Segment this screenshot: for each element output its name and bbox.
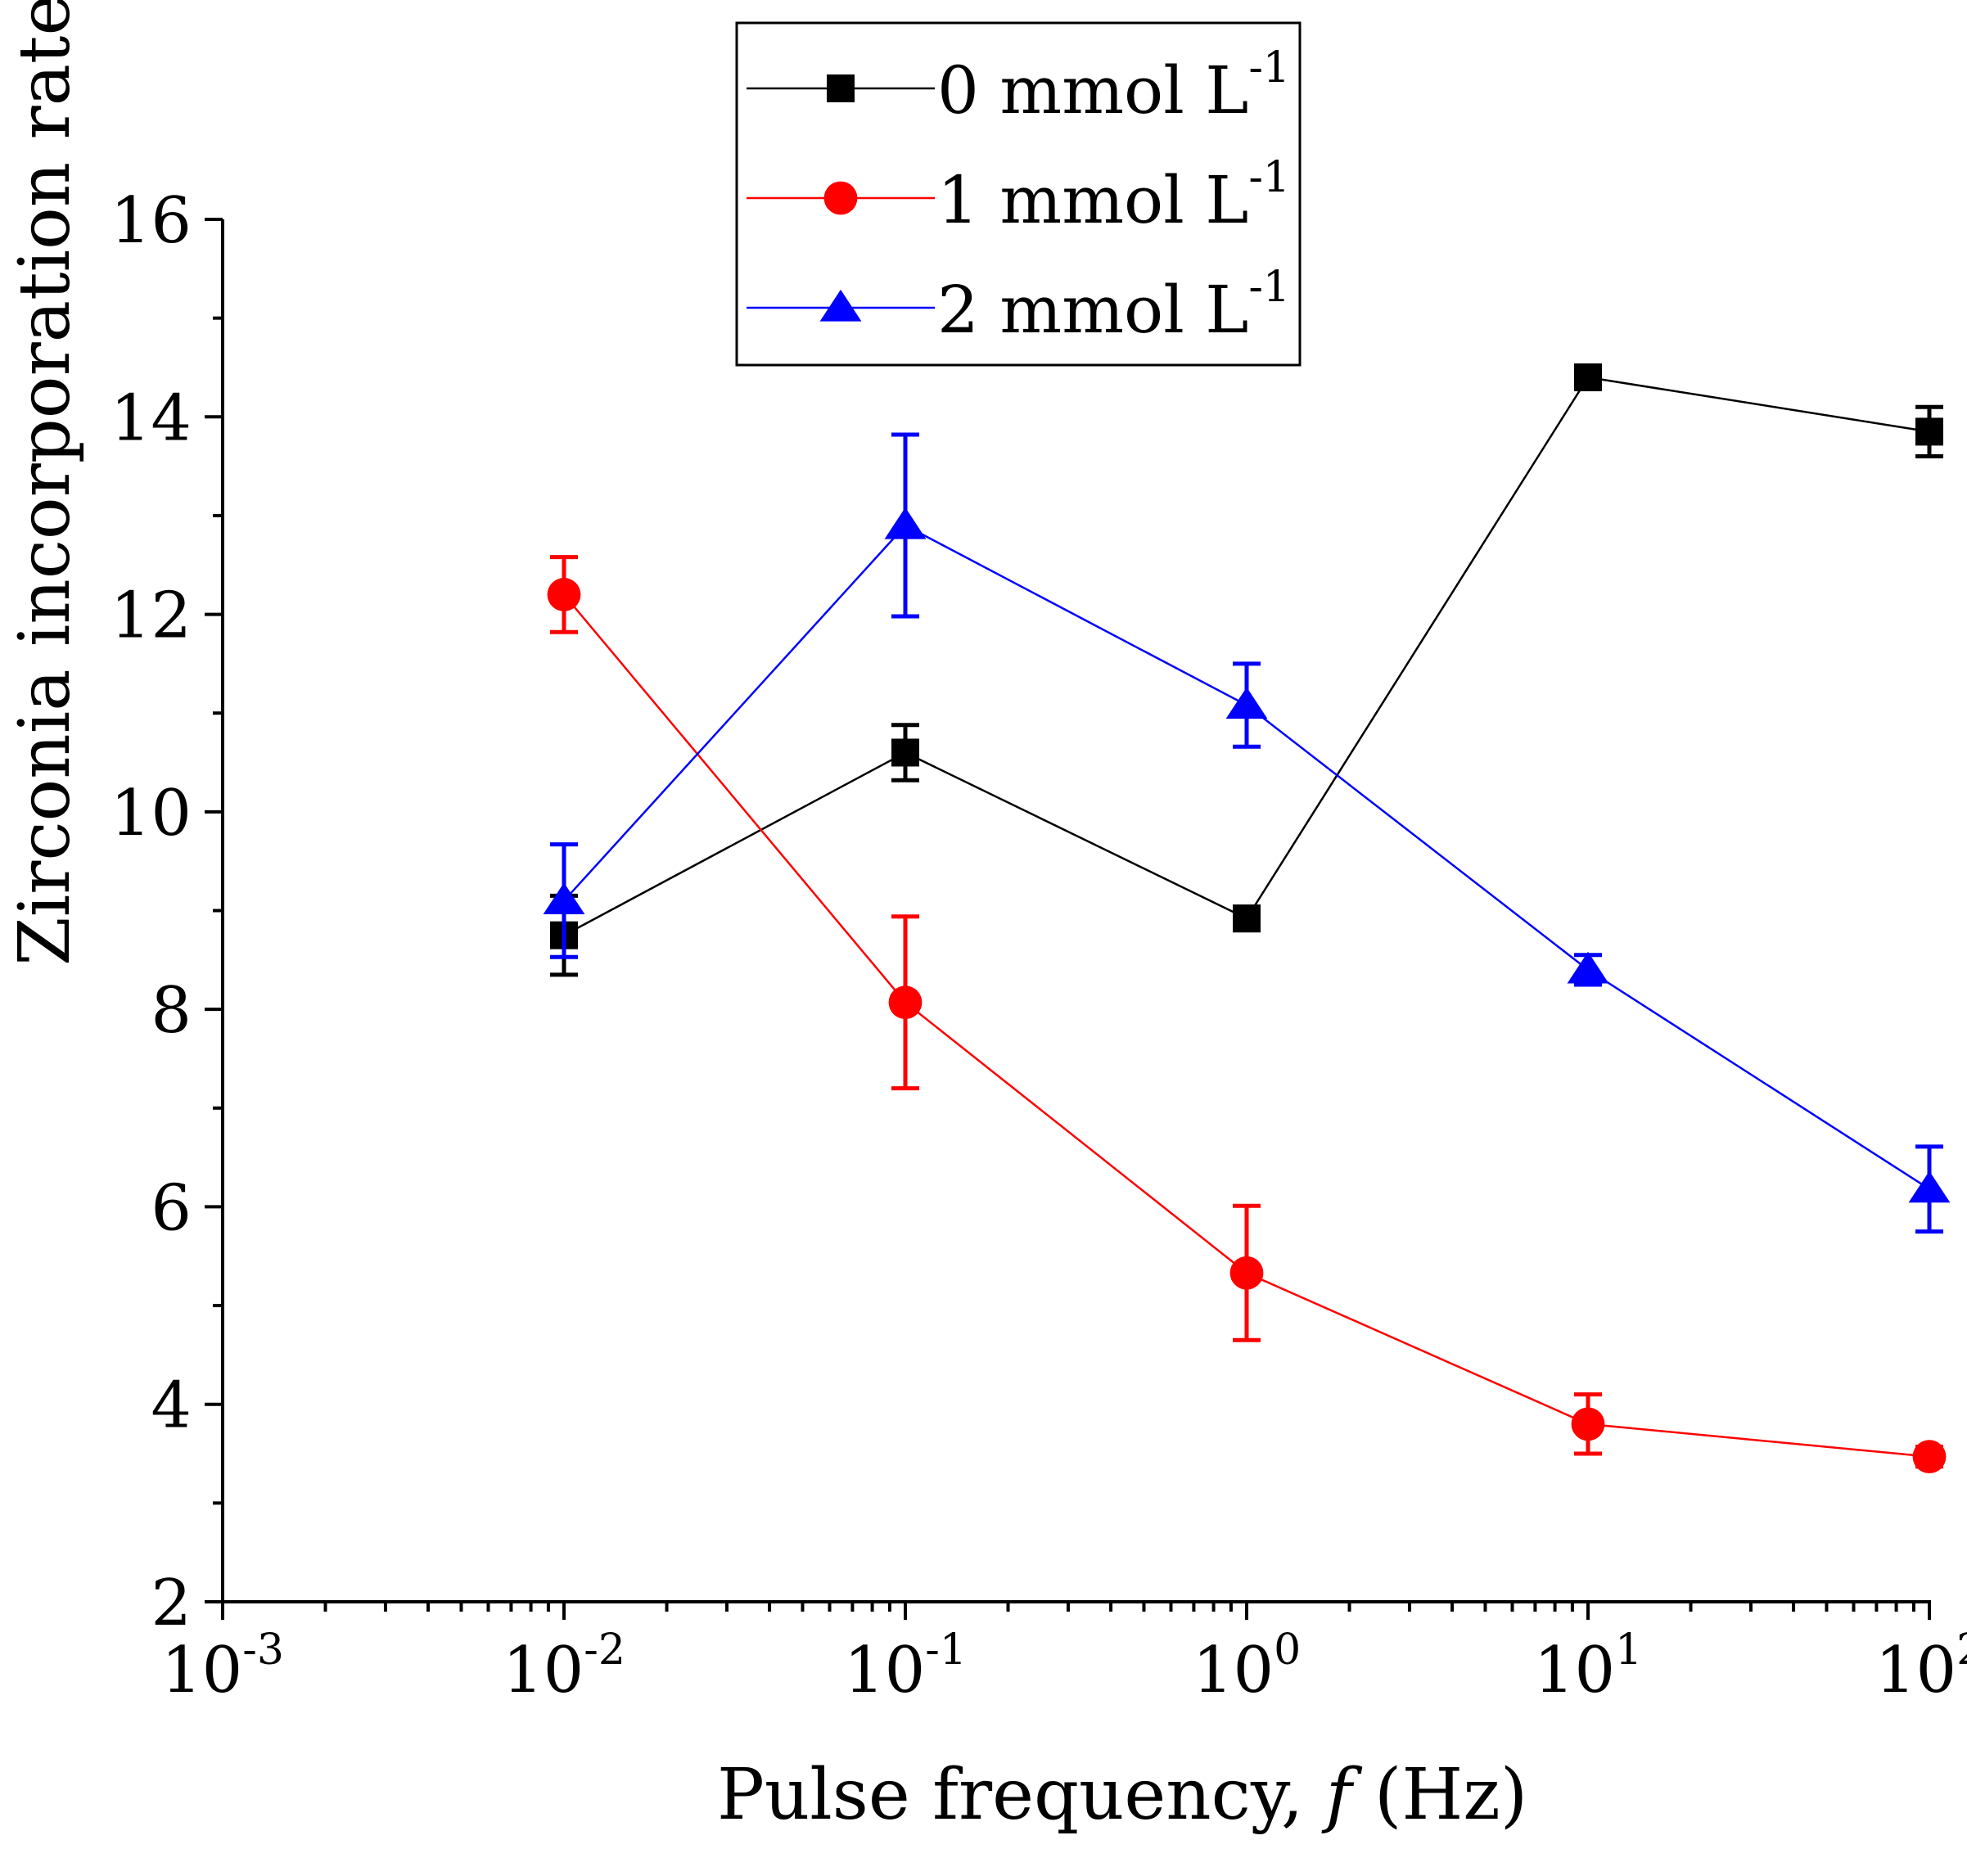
axes: 2 4 6 8 10 12 14 16 10-3 10-2 10-1 100 101 102 — [111, 184, 1967, 1707]
marker-triangle — [1226, 687, 1268, 719]
marker-triangle — [544, 882, 585, 914]
zirconia-frequency-chart: 2 4 6 8 10 12 14 16 10-3 10-2 10-1 100 101 102 0 mmol… — [0, 0, 1967, 1876]
marker-circle — [1913, 1440, 1947, 1473]
marker-circle — [824, 182, 858, 215]
x-tick-label: 101 — [1534, 1626, 1642, 1707]
marker-square — [1915, 417, 1943, 445]
marker-square — [827, 74, 855, 102]
marker-square — [891, 738, 919, 766]
y-tick-label: 4 — [151, 1369, 192, 1443]
x-tick-label: 10-2 — [503, 1626, 625, 1707]
series-line — [564, 525, 1929, 1189]
x-axis-title: Pulse frequency, f (Hz) — [717, 1754, 1527, 1836]
x-axis-title-main: Pulse frequency, — [717, 1754, 1326, 1836]
y-tick-label: 8 — [151, 974, 192, 1048]
marker-triangle — [1909, 1171, 1951, 1203]
x-tick-label: 10-3 — [161, 1626, 284, 1707]
marker-circle — [1572, 1407, 1605, 1441]
legend: 0 mmol L-1 1 mmol L-1 2 mmol L-1 — [737, 23, 1300, 365]
y-axis-title: Zirconia incorporation rate (% wt) — [4, 0, 86, 966]
legend-label: 1 mmol L-1 — [937, 153, 1290, 238]
plot-area — [544, 363, 1951, 1473]
y-tick-label: 2 — [151, 1567, 192, 1640]
legend-label: 0 mmol L-1 — [937, 43, 1290, 129]
marker-circle — [1230, 1256, 1264, 1290]
marker-square — [1233, 904, 1261, 932]
marker-circle — [889, 985, 923, 1019]
y-tick-label: 14 — [111, 381, 192, 455]
x-axis-title-unit: (Hz) — [1352, 1754, 1528, 1836]
y-tick-label: 6 — [151, 1171, 192, 1245]
x-tick-label: 102 — [1875, 1626, 1967, 1707]
series-line — [564, 377, 1929, 936]
marker-circle — [548, 578, 581, 611]
marker-triangle — [1568, 952, 1609, 984]
y-tick-label: 12 — [111, 579, 192, 653]
x-tick-label: 10-1 — [844, 1626, 967, 1707]
y-tick-label: 16 — [111, 184, 192, 258]
y-tick-label: 10 — [111, 777, 192, 850]
marker-square — [1574, 363, 1602, 391]
legend-label: 2 mmol L-1 — [937, 263, 1290, 348]
x-tick-label: 100 — [1193, 1626, 1301, 1707]
marker-triangle — [885, 507, 927, 539]
